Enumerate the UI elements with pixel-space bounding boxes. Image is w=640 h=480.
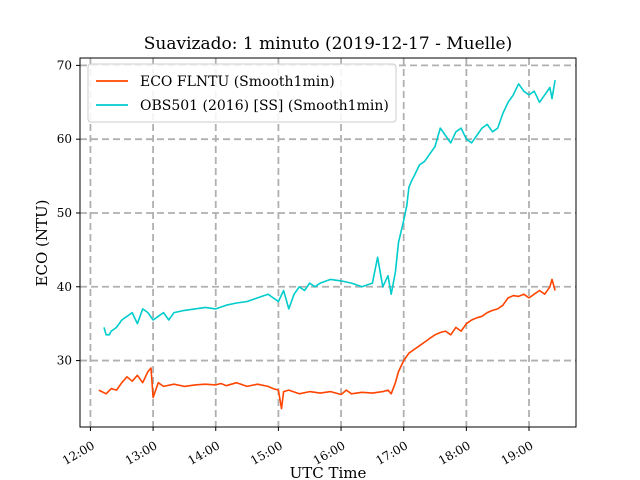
series-layer xyxy=(98,79,556,410)
legend-box xyxy=(87,63,397,123)
y-tick-label: 50 xyxy=(57,206,72,220)
y-axis-label: ECO (NTU) xyxy=(33,200,51,287)
chart-title: Suavizado: 1 minuto (2019-12-17 - Muelle… xyxy=(144,34,512,54)
x-axis-label: UTC Time xyxy=(290,464,367,480)
plot-frame xyxy=(79,57,577,428)
series-line-0 xyxy=(98,278,556,410)
y-tick-label: 30 xyxy=(57,354,72,368)
y-tick-label: 40 xyxy=(57,280,72,294)
y-tick-label: 70 xyxy=(57,58,72,72)
legend-label-obs501: OBS501 (2016) [SS] (Smooth1min) xyxy=(140,98,389,114)
series-line-1 xyxy=(103,79,556,336)
legend: ECO FLNTU (Smooth1min) OBS501 (2016) [SS… xyxy=(87,63,397,123)
y-tick-label: 60 xyxy=(57,132,72,146)
legend-label-eco-flntu: ECO FLNTU (Smooth1min) xyxy=(140,74,335,90)
